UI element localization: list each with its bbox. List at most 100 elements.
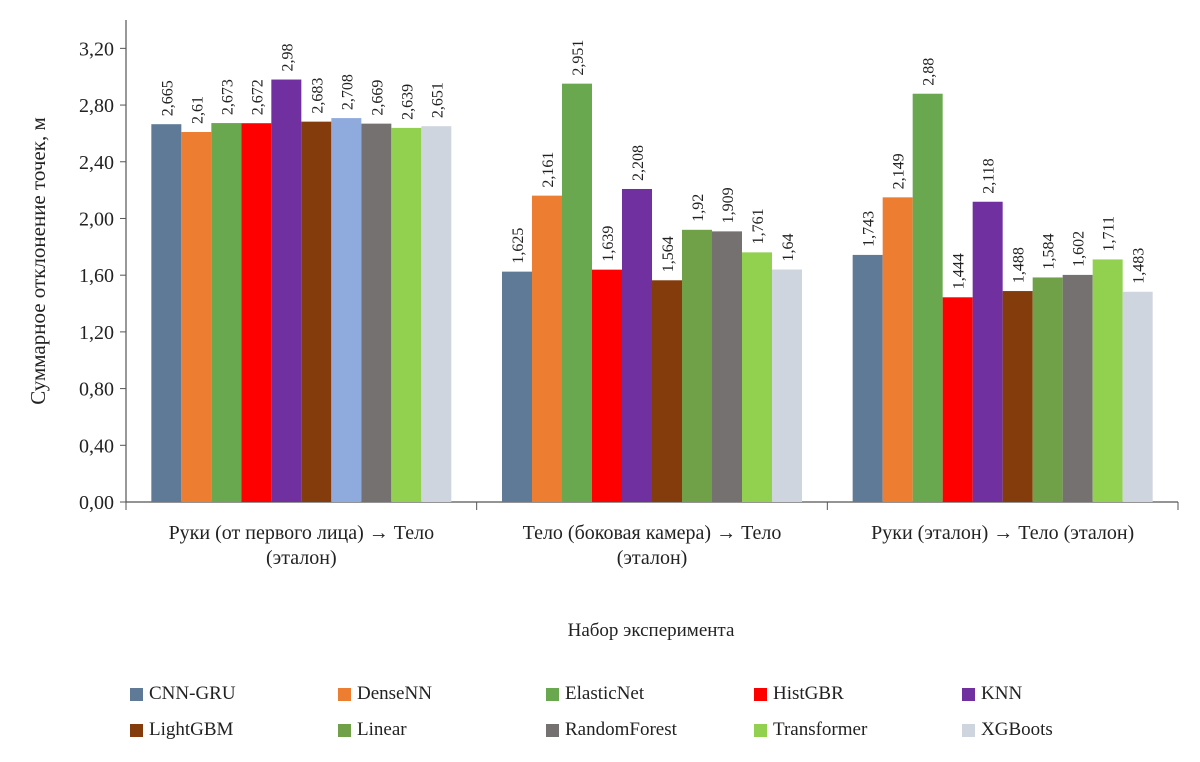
legend-label: Transformer bbox=[773, 719, 868, 740]
data-label: 1,639 bbox=[600, 226, 617, 262]
data-label: 1,909 bbox=[720, 187, 737, 223]
bar-knn bbox=[271, 79, 302, 503]
bar-lightgbm bbox=[1002, 291, 1033, 502]
legend-label: RandomForest bbox=[565, 719, 677, 740]
x-category-label: Руки (эталон) → Тело (эталон) bbox=[871, 522, 1134, 544]
data-label: 1,483 bbox=[1131, 248, 1148, 284]
legend-label: XGBoots bbox=[981, 719, 1053, 740]
chart-bars bbox=[151, 79, 1153, 503]
bar-linear bbox=[682, 229, 712, 502]
bar-knn bbox=[622, 188, 652, 503]
data-label: 2,683 bbox=[309, 78, 326, 114]
data-label: 2,149 bbox=[891, 153, 908, 189]
data-label: 1,625 bbox=[510, 228, 527, 264]
legend-label: DenseNN bbox=[357, 683, 432, 704]
x-category-label: Тело (боковая камера) → Тело (эталон) bbox=[523, 522, 782, 569]
data-label: 1,584 bbox=[1041, 233, 1058, 269]
bar-transformer bbox=[742, 252, 772, 502]
bar-randomforest bbox=[361, 123, 392, 502]
bar-transformer bbox=[1092, 259, 1123, 502]
legend-item-transformer: Transformer bbox=[754, 718, 962, 742]
data-label: 2,161 bbox=[540, 152, 557, 188]
bar-cnn-gru bbox=[151, 124, 182, 503]
chart-axes: 0,00 0,40 0,80 1,20 1,60 2,00 2,40 2,80 3,20 Руки… bbox=[79, 20, 1179, 569]
bar-xgboots bbox=[772, 269, 802, 502]
x-category-label: Руки (от первого лица) → Тело (эталон) bbox=[169, 522, 435, 569]
y-tick-label: 0,00 bbox=[79, 492, 114, 514]
data-label: 1,488 bbox=[1011, 247, 1028, 283]
data-label: 1,92 bbox=[690, 194, 707, 222]
data-label: 1,711 bbox=[1101, 216, 1118, 251]
data-label: 2,208 bbox=[630, 145, 647, 181]
legend-swatch bbox=[754, 723, 767, 737]
data-label: 1,64 bbox=[780, 234, 797, 262]
legend-swatch bbox=[130, 687, 143, 701]
data-label: 2,98 bbox=[279, 44, 296, 72]
legend-item-xgboots: XGBoots bbox=[962, 718, 1170, 742]
data-label: 1,564 bbox=[660, 236, 677, 272]
data-label: 2,672 bbox=[249, 79, 266, 115]
data-label: 2,665 bbox=[159, 80, 176, 116]
legend-item-linear: Linear bbox=[338, 718, 546, 742]
legend-item-elasticnet: ElasticNet bbox=[546, 682, 754, 706]
data-label: 2,708 bbox=[339, 74, 356, 110]
bar-lightgbm bbox=[652, 280, 682, 502]
bar-histgbr bbox=[241, 123, 272, 502]
bar-linear bbox=[331, 118, 362, 503]
bar-linear bbox=[1032, 277, 1063, 502]
x-axis-title: Набор эксперимента bbox=[568, 620, 735, 641]
legend-item-randomforest: RandomForest bbox=[546, 718, 754, 742]
data-label: 2,61 bbox=[189, 96, 206, 124]
data-label: 2,88 bbox=[921, 58, 938, 86]
y-tick-label: 3,20 bbox=[79, 38, 114, 60]
bar-elasticnet bbox=[211, 123, 242, 503]
chart-legend: CNN-GRU DenseNN ElasticNet HistGBR KNN LightG… bbox=[130, 682, 1170, 742]
bar-chart: 0,00 0,40 0,80 1,20 1,60 2,00 2,40 2,80 3,20 Руки… bbox=[26, 20, 1179, 641]
y-tick-label: 2,40 bbox=[79, 152, 114, 174]
legend-label: HistGBR bbox=[773, 683, 844, 704]
legend-label: Linear bbox=[357, 719, 407, 740]
data-label: 1,743 bbox=[861, 211, 878, 247]
legend-swatch bbox=[962, 687, 975, 701]
y-tick-label: 2,80 bbox=[79, 95, 114, 117]
data-label: 1,761 bbox=[750, 208, 767, 244]
y-tick-label: 2,00 bbox=[79, 208, 114, 230]
data-label: 2,669 bbox=[369, 80, 386, 116]
bar-lightgbm bbox=[301, 121, 332, 502]
legend-swatch bbox=[338, 687, 351, 701]
legend-label: CNN-GRU bbox=[149, 683, 236, 704]
legend-label: ElasticNet bbox=[565, 683, 645, 704]
bar-cnn-gru bbox=[852, 254, 883, 502]
legend-swatch bbox=[754, 687, 767, 701]
data-label: 2,651 bbox=[429, 82, 446, 118]
bar-randomforest bbox=[712, 231, 742, 503]
bar-cnn-gru bbox=[502, 271, 532, 502]
data-label: 2,673 bbox=[219, 79, 236, 115]
data-label: 2,639 bbox=[399, 84, 416, 120]
bar-xgboots bbox=[1122, 291, 1153, 502]
legend-swatch bbox=[338, 723, 351, 737]
y-tick-label: 0,80 bbox=[79, 379, 114, 401]
legend-swatch bbox=[962, 723, 975, 737]
legend-label: LightGBM bbox=[149, 719, 234, 740]
legend-item-densenn: DenseNN bbox=[338, 682, 546, 706]
y-tick-label: 1,60 bbox=[79, 265, 114, 287]
bar-xgboots bbox=[421, 126, 452, 502]
data-label: 1,602 bbox=[1071, 231, 1088, 267]
bar-randomforest bbox=[1062, 274, 1093, 502]
bar-densenn bbox=[882, 197, 913, 502]
data-label: 2,118 bbox=[981, 158, 998, 193]
bar-transformer bbox=[391, 127, 422, 503]
legend-item-cnn-gru: CNN-GRU bbox=[130, 682, 338, 706]
bar-elasticnet bbox=[562, 83, 592, 503]
legend-swatch bbox=[546, 687, 559, 701]
bar-densenn bbox=[181, 131, 212, 502]
legend-swatch bbox=[546, 723, 559, 737]
bar-histgbr bbox=[592, 269, 622, 502]
y-tick-label: 0,40 bbox=[79, 435, 114, 457]
legend-swatch bbox=[130, 723, 143, 737]
chart-data-labels: 2,665 2,61 2,673 2,672 2,98 2,683 2,708 2,669 2,… bbox=[159, 40, 1147, 290]
legend-label: KNN bbox=[981, 683, 1023, 704]
legend-item-lightgbm: LightGBM bbox=[130, 718, 338, 742]
legend-item-histgbr: HistGBR bbox=[754, 682, 962, 706]
